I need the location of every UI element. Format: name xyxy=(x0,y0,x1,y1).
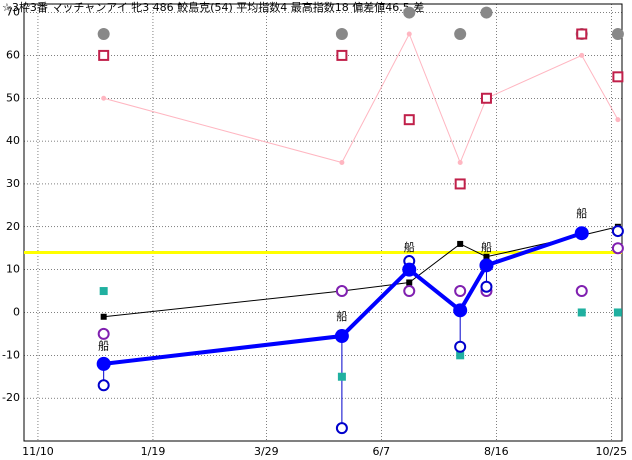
x-tick-label: 1/19 xyxy=(141,445,166,458)
point xyxy=(336,49,348,61)
point xyxy=(403,285,416,298)
point xyxy=(454,27,467,40)
point xyxy=(611,27,624,40)
point xyxy=(479,258,494,273)
x-tick-label: 6/7 xyxy=(372,445,390,458)
point xyxy=(576,28,588,40)
point xyxy=(96,356,111,371)
point xyxy=(453,303,468,318)
point xyxy=(402,262,417,277)
point xyxy=(612,71,624,83)
point xyxy=(480,6,493,19)
point xyxy=(335,422,348,435)
point xyxy=(574,226,589,241)
x-tick-label: 11/10 xyxy=(22,445,54,458)
x-tick-label: 8/16 xyxy=(484,445,509,458)
point xyxy=(97,379,110,392)
annotation: 船 xyxy=(98,339,109,353)
plot-area xyxy=(23,3,623,442)
point xyxy=(99,287,108,296)
point xyxy=(335,27,348,40)
point xyxy=(483,253,490,260)
point xyxy=(577,308,586,317)
point xyxy=(480,280,493,293)
y-tick-label: 10 xyxy=(6,263,20,276)
point xyxy=(97,27,110,40)
annotation: 船 xyxy=(481,240,492,254)
y-tick-label: -20 xyxy=(2,391,20,404)
chart-title: ☆3枠3番 マッチャンアイ 牝3 486 鮫島克(54) 平均指数4 最高指数1… xyxy=(2,0,424,14)
point xyxy=(454,340,467,353)
y-tick-label: 20 xyxy=(6,220,20,233)
annotation: 船 xyxy=(404,240,415,254)
point xyxy=(339,160,345,166)
point xyxy=(457,160,463,166)
point xyxy=(101,95,107,101)
y-tick-label: 70 xyxy=(6,6,20,19)
annotation: 船 xyxy=(576,206,587,220)
point xyxy=(579,52,585,58)
x-tick-label: 10/25 xyxy=(595,445,627,458)
point xyxy=(98,49,110,61)
point xyxy=(403,114,415,126)
y-tick-label: 0 xyxy=(13,305,20,318)
y-tick-label: 60 xyxy=(6,48,20,61)
point xyxy=(403,6,416,19)
point xyxy=(454,285,467,298)
y-tick-label: 40 xyxy=(6,134,20,147)
y-tick-label: 50 xyxy=(6,91,20,104)
point xyxy=(615,117,621,123)
y-tick-label: 30 xyxy=(6,177,20,190)
x-tick-label: 3/29 xyxy=(254,445,279,458)
point xyxy=(406,31,412,37)
point xyxy=(456,351,465,360)
point xyxy=(334,329,349,344)
y-tick-label: -10 xyxy=(2,348,20,361)
series-line xyxy=(103,231,583,366)
point xyxy=(337,372,346,381)
annotation: 船 xyxy=(336,309,347,323)
point xyxy=(613,308,622,317)
point xyxy=(406,279,413,286)
point xyxy=(100,313,107,320)
point xyxy=(335,285,348,298)
point xyxy=(480,92,492,104)
point xyxy=(97,327,110,340)
point xyxy=(457,240,464,247)
point xyxy=(611,225,624,238)
point xyxy=(611,242,624,255)
point xyxy=(454,178,466,190)
point xyxy=(575,285,588,298)
